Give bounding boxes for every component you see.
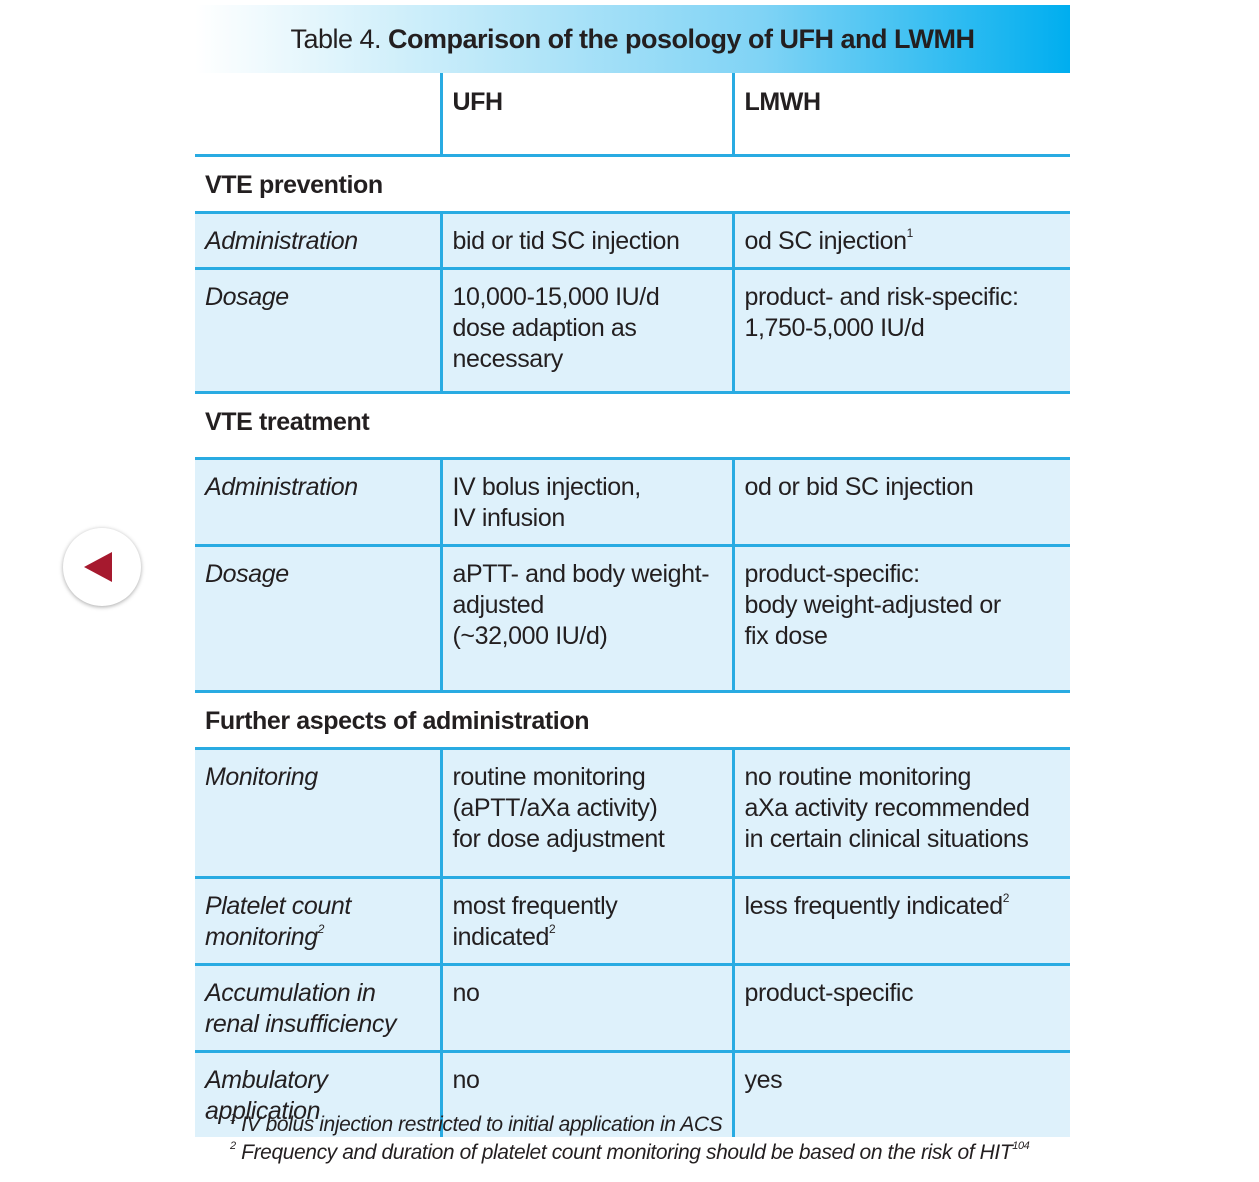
footnote-ref: 2 bbox=[1002, 891, 1010, 905]
section-heading-prevention: VTE prevention bbox=[195, 155, 1070, 214]
table-header-row: UFH LMWH bbox=[195, 73, 1070, 157]
header-empty-cell bbox=[195, 73, 441, 157]
footnote-ref: 2 bbox=[317, 922, 325, 936]
ufh-cell: bid or tid SC injection bbox=[439, 212, 735, 270]
table-row: Administration IV bolus injection, IV in… bbox=[195, 458, 1070, 547]
row-label: Accumulation in renal insufficiency bbox=[195, 964, 441, 1053]
row-label: Ambulatory application bbox=[195, 1051, 441, 1137]
section-row: VTE treatment bbox=[195, 392, 1070, 460]
footnote-ref: 1 bbox=[906, 226, 914, 240]
table-row: Dosage aPTT- and body weight- adjusted (… bbox=[195, 545, 1070, 693]
lmwh-cell: no routine monitoring aXa activity recom… bbox=[733, 748, 1070, 879]
header-lmwh: LMWH bbox=[733, 73, 1070, 157]
section-heading-further: Further aspects of administration bbox=[195, 691, 1070, 750]
footnotes: 1 IV bolus injection restricted to initi… bbox=[230, 1111, 1030, 1167]
footnote-ref: 2 bbox=[548, 922, 556, 936]
header-ufh: UFH bbox=[439, 73, 735, 157]
table-row: Ambulatory application no yes bbox=[195, 1051, 1070, 1137]
section-heading-treatment: VTE treatment bbox=[195, 392, 1070, 460]
table-row: Administration bid or tid SC injection o… bbox=[195, 212, 1070, 270]
row-label: Administration bbox=[195, 212, 441, 270]
back-button[interactable] bbox=[63, 528, 141, 606]
table-row: Dosage 10,000-15,000 IU/d dose adaption … bbox=[195, 268, 1070, 394]
ufh-cell: 10,000-15,000 IU/d dose adaption as nece… bbox=[439, 268, 735, 394]
posology-table: Table 4. Comparison of the posology of U… bbox=[195, 5, 1070, 1137]
ufh-cell: routine monitoring (aPTT/aXa activity) f… bbox=[439, 748, 735, 879]
table-row: Monitoring routine monitoring (aPTT/aXa … bbox=[195, 748, 1070, 879]
lmwh-cell: product-specific bbox=[733, 964, 1070, 1053]
table-title-main: Comparison of the posology of UFH and LW… bbox=[388, 23, 975, 54]
table-title-prefix: Table 4. bbox=[290, 23, 382, 54]
lmwh-cell: od or bid SC injection bbox=[733, 458, 1070, 547]
ufh-cell: most frequently indicated2 bbox=[439, 877, 735, 966]
table-row: Platelet count monitoring2 most frequent… bbox=[195, 877, 1070, 966]
footnote-1: 1 IV bolus injection restricted to initi… bbox=[230, 1112, 723, 1137]
row-label: Administration bbox=[195, 458, 441, 547]
ufh-cell: IV bolus injection, IV infusion bbox=[439, 458, 735, 547]
ufh-cell: aPTT- and body weight- adjusted (~32,000… bbox=[439, 545, 735, 693]
lmwh-cell: product- and risk-specific: 1,750-5,000 … bbox=[733, 268, 1070, 394]
ufh-cell: no bbox=[439, 1051, 735, 1137]
lmwh-cell: od SC injection1 bbox=[733, 212, 1070, 270]
section-row: Further aspects of administration bbox=[195, 691, 1070, 750]
lmwh-cell: product-specific: body weight-adjusted o… bbox=[733, 545, 1070, 693]
table-row: Accumulation in renal insufficiency no p… bbox=[195, 964, 1070, 1053]
table-title: Table 4. Comparison of the posology of U… bbox=[195, 5, 1070, 73]
row-label: Dosage bbox=[195, 268, 441, 394]
lmwh-cell: less frequently indicated2 bbox=[733, 877, 1070, 966]
footnote-2: 2 Frequency and duration of platelet cou… bbox=[230, 1140, 1030, 1165]
lmwh-cell: yes bbox=[733, 1051, 1070, 1137]
back-arrow-icon bbox=[84, 552, 112, 582]
row-label: Dosage bbox=[195, 545, 441, 693]
row-label: Platelet count monitoring2 bbox=[195, 877, 441, 966]
row-label: Monitoring bbox=[195, 748, 441, 879]
ufh-cell: no bbox=[439, 964, 735, 1053]
section-row: VTE prevention bbox=[195, 155, 1070, 214]
